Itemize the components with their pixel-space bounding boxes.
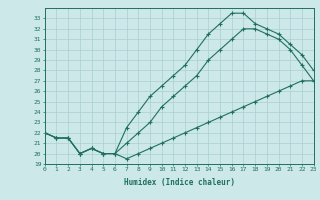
X-axis label: Humidex (Indice chaleur): Humidex (Indice chaleur) bbox=[124, 178, 235, 187]
